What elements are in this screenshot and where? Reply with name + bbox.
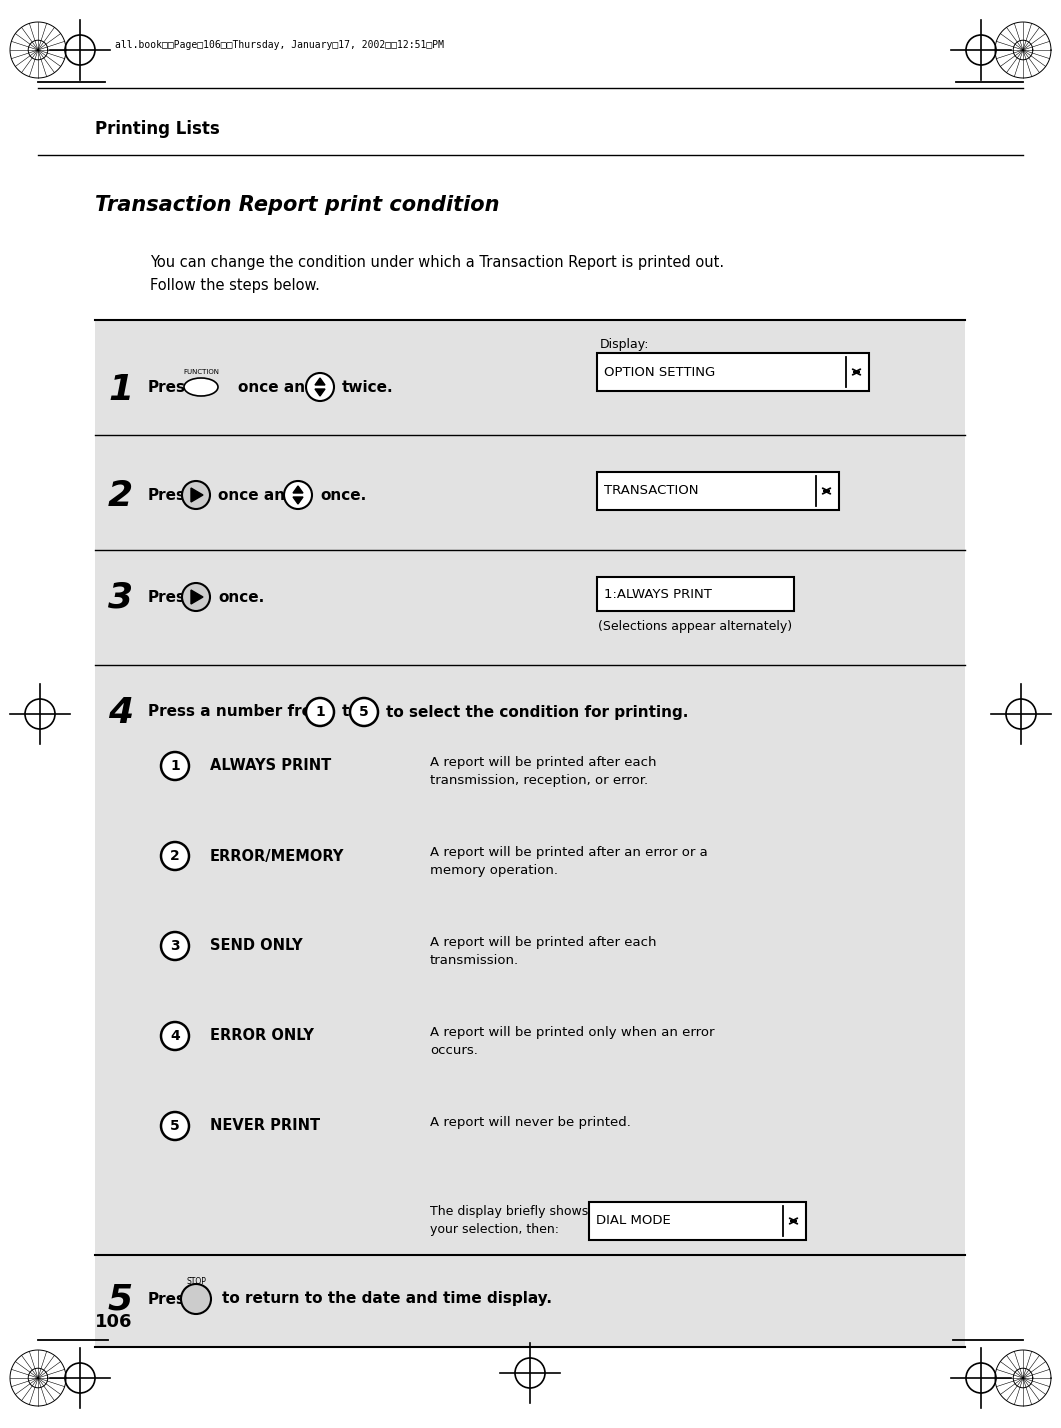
Polygon shape bbox=[191, 488, 203, 503]
Text: OPTION SETTING: OPTION SETTING bbox=[604, 366, 715, 378]
Circle shape bbox=[161, 1112, 189, 1140]
Text: You can change the condition under which a Transaction Report is printed out.: You can change the condition under which… bbox=[150, 256, 724, 270]
Text: to select the condition for printing.: to select the condition for printing. bbox=[386, 704, 689, 720]
Circle shape bbox=[181, 1284, 211, 1314]
Text: DIAL MODE: DIAL MODE bbox=[596, 1214, 671, 1228]
Text: A report will be printed after an error or a
memory operation.: A report will be printed after an error … bbox=[430, 845, 708, 877]
Text: 106: 106 bbox=[95, 1312, 133, 1331]
Text: 5: 5 bbox=[359, 705, 369, 720]
Text: twice.: twice. bbox=[342, 380, 394, 394]
Text: SEND ONLY: SEND ONLY bbox=[210, 938, 302, 954]
Text: 1: 1 bbox=[170, 760, 180, 773]
FancyBboxPatch shape bbox=[597, 577, 794, 611]
Text: 2: 2 bbox=[170, 850, 180, 863]
Text: Press: Press bbox=[147, 590, 195, 604]
Polygon shape bbox=[293, 497, 303, 504]
Text: Display:: Display: bbox=[601, 338, 649, 351]
FancyBboxPatch shape bbox=[589, 1202, 806, 1240]
Text: ERROR ONLY: ERROR ONLY bbox=[210, 1028, 314, 1044]
Text: Printing Lists: Printing Lists bbox=[95, 120, 220, 139]
Ellipse shape bbox=[184, 378, 218, 396]
Text: to return to the date and time display.: to return to the date and time display. bbox=[222, 1291, 552, 1307]
Text: 4: 4 bbox=[170, 1030, 180, 1042]
Text: 3: 3 bbox=[170, 940, 179, 952]
Text: 4: 4 bbox=[108, 695, 133, 730]
Text: Transaction Report print condition: Transaction Report print condition bbox=[95, 196, 500, 216]
Text: TRANSACTION: TRANSACTION bbox=[604, 484, 698, 497]
Circle shape bbox=[284, 481, 312, 508]
Text: A report will be printed only when an error
occurs.: A report will be printed only when an er… bbox=[430, 1025, 714, 1057]
Circle shape bbox=[182, 481, 210, 508]
Text: ERROR/MEMORY: ERROR/MEMORY bbox=[210, 848, 345, 864]
Text: A report will be printed after each
transmission, reception, or error.: A report will be printed after each tran… bbox=[430, 755, 657, 787]
Circle shape bbox=[161, 932, 189, 960]
Text: 1: 1 bbox=[108, 373, 133, 407]
Polygon shape bbox=[315, 388, 325, 396]
Text: 1:ALWAYS PRINT: 1:ALWAYS PRINT bbox=[604, 587, 712, 601]
Text: 5: 5 bbox=[108, 1282, 133, 1317]
Text: Follow the steps below.: Follow the steps below. bbox=[150, 278, 319, 293]
Text: Press: Press bbox=[147, 1291, 195, 1307]
Text: STOP: STOP bbox=[186, 1277, 206, 1287]
Text: ALWAYS PRINT: ALWAYS PRINT bbox=[210, 758, 331, 774]
Text: A report will never be printed.: A report will never be printed. bbox=[430, 1117, 631, 1130]
Text: Press: Press bbox=[147, 380, 195, 394]
Text: Press a number from: Press a number from bbox=[147, 704, 328, 720]
Circle shape bbox=[306, 698, 334, 725]
Text: FUNCTION: FUNCTION bbox=[182, 368, 219, 376]
Text: 1: 1 bbox=[315, 705, 325, 720]
Text: Press: Press bbox=[147, 487, 195, 503]
Text: 3: 3 bbox=[108, 581, 133, 615]
Text: 5: 5 bbox=[170, 1120, 180, 1132]
Polygon shape bbox=[315, 378, 325, 386]
Text: NEVER PRINT: NEVER PRINT bbox=[210, 1118, 320, 1134]
Circle shape bbox=[161, 753, 189, 780]
Text: to: to bbox=[342, 704, 360, 720]
Circle shape bbox=[350, 698, 378, 725]
FancyBboxPatch shape bbox=[95, 320, 966, 1347]
Polygon shape bbox=[293, 486, 303, 493]
FancyBboxPatch shape bbox=[597, 353, 869, 391]
Text: all.book□□Page□106□□Thursday, January□17, 2002□□12:51□PM: all.book□□Page□106□□Thursday, January□17… bbox=[115, 40, 443, 50]
Text: once and: once and bbox=[238, 380, 316, 394]
Circle shape bbox=[161, 843, 189, 870]
Text: once.: once. bbox=[320, 487, 366, 503]
Circle shape bbox=[182, 583, 210, 611]
Polygon shape bbox=[191, 590, 203, 604]
Text: The display briefly shows
your selection, then:: The display briefly shows your selection… bbox=[430, 1205, 588, 1237]
Text: A report will be printed after each
transmission.: A report will be printed after each tran… bbox=[430, 935, 657, 967]
Text: (Selections appear alternately): (Selections appear alternately) bbox=[598, 620, 793, 633]
Text: 2: 2 bbox=[108, 478, 133, 513]
Circle shape bbox=[161, 1022, 189, 1050]
Text: once and: once and bbox=[218, 487, 296, 503]
Circle shape bbox=[306, 373, 334, 401]
FancyBboxPatch shape bbox=[597, 473, 839, 510]
Text: once.: once. bbox=[218, 590, 264, 604]
